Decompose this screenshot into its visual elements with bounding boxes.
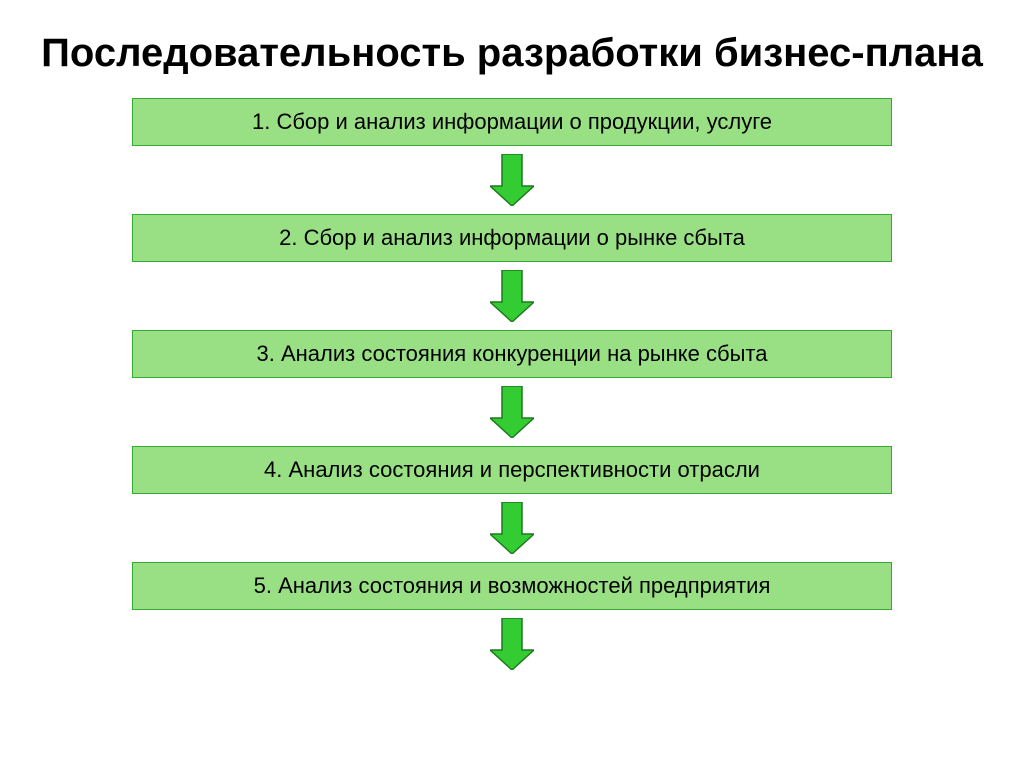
arrow-down-icon <box>490 618 534 670</box>
step-label: 1. Сбор и анализ информации о продукции,… <box>252 109 772 135</box>
arrow-down-icon <box>490 270 534 322</box>
arrow-down-icon <box>490 386 534 438</box>
step-box-4: 4. Анализ состояния и перспективности от… <box>132 446 892 494</box>
step-box-1: 1. Сбор и анализ информации о продукции,… <box>132 98 892 146</box>
step-box-3: 3. Анализ состояния конкуренции на рынке… <box>132 330 892 378</box>
flowchart: 1. Сбор и анализ информации о продукции,… <box>0 98 1024 678</box>
step-box-5: 5. Анализ состояния и возможностей предп… <box>132 562 892 610</box>
step-label: 4. Анализ состояния и перспективности от… <box>264 457 760 483</box>
arrow-down-icon <box>490 502 534 554</box>
step-label: 2. Сбор и анализ информации о рынке сбыт… <box>279 225 745 251</box>
page-title: Последовательность разработки бизнес-пла… <box>41 30 983 76</box>
step-box-2: 2. Сбор и анализ информации о рынке сбыт… <box>132 214 892 262</box>
step-label: 3. Анализ состояния конкуренции на рынке… <box>257 341 768 367</box>
arrow-down-icon <box>490 154 534 206</box>
step-label: 5. Анализ состояния и возможностей предп… <box>254 573 771 599</box>
